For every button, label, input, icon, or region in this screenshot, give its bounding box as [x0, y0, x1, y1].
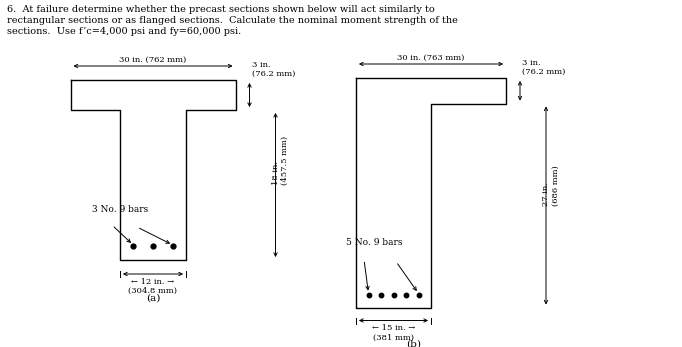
Text: 5 No. 9 bars: 5 No. 9 bars	[346, 237, 402, 246]
Text: 30 in. (763 mm): 30 in. (763 mm)	[398, 54, 464, 62]
Text: ← 12 in. →: ← 12 in. →	[132, 278, 175, 286]
Text: ← 15 in. →: ← 15 in. →	[372, 324, 415, 332]
Text: 3 in.
(76.2 mm): 3 in. (76.2 mm)	[522, 59, 565, 76]
Text: 27 in.
(686 mm): 27 in. (686 mm)	[542, 165, 560, 205]
Text: 30 in. (762 mm): 30 in. (762 mm)	[119, 56, 187, 64]
Text: (381 mm): (381 mm)	[373, 333, 414, 341]
Text: 6.  At failure determine whether the precast sections shown below will act simil: 6. At failure determine whether the prec…	[7, 5, 434, 14]
Text: (304.8 mm): (304.8 mm)	[128, 287, 177, 295]
Text: 3 No. 9 bars: 3 No. 9 bars	[92, 205, 148, 214]
Text: sections.  Use f’c=4,000 psi and fy=60,000 psi.: sections. Use f’c=4,000 psi and fy=60,00…	[7, 27, 241, 36]
Text: (a): (a)	[146, 294, 160, 303]
Text: 3 in.
(76.2 mm): 3 in. (76.2 mm)	[252, 61, 295, 78]
Text: rectangular sections or as flanged sections.  Calculate the nominal moment stren: rectangular sections or as flanged secti…	[7, 16, 458, 25]
Text: 18 in.
(457.5 mm): 18 in. (457.5 mm)	[272, 136, 289, 185]
Text: (b): (b)	[406, 339, 421, 347]
